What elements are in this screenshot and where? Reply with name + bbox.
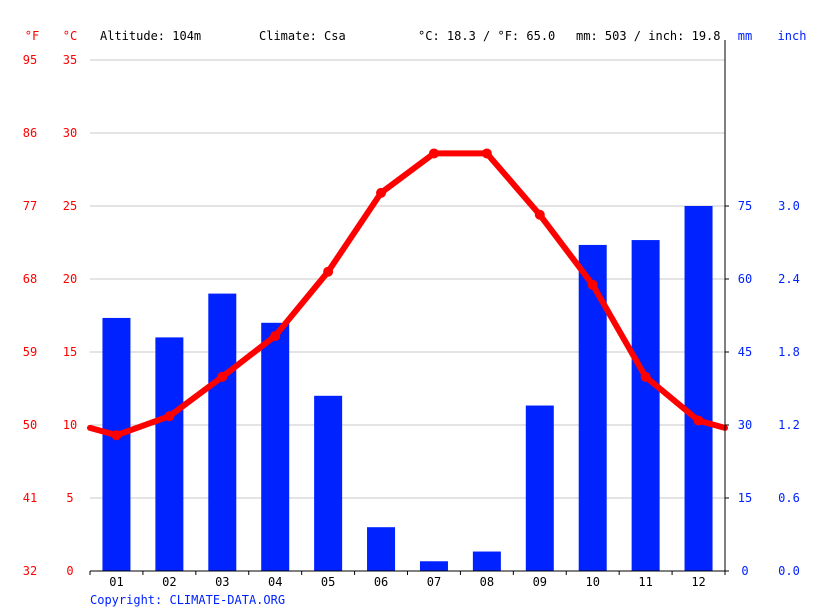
- grid-lines: [90, 59, 725, 572]
- unit-label-inch: inch: [778, 29, 807, 43]
- y-left-tick-label-fahrenheit: 77: [23, 199, 37, 213]
- precipitation-bar: [314, 395, 343, 571]
- y-right-tick-label-mm: 45: [738, 345, 752, 359]
- y-right-tick-label-inch: 0.0: [778, 564, 800, 578]
- x-tick-label: 03: [215, 575, 229, 589]
- precipitation-total-label: mm: 503 / inch: 19.8: [576, 29, 721, 43]
- y-left-tick-label-celsius: 20: [63, 272, 77, 286]
- y-left-tick-label-fahrenheit: 68: [23, 272, 37, 286]
- temperature-point: [323, 266, 334, 277]
- average-temperature-label: °C: 18.3 / °F: 65.0: [418, 29, 555, 43]
- temperature-polyline: [87, 150, 728, 439]
- unit-label-celsius: °C: [63, 29, 77, 43]
- temperature-point: [693, 415, 704, 426]
- y-right-tick-label-mm: 30: [738, 418, 752, 432]
- temperature-point: [111, 430, 122, 441]
- temperature-point: [587, 279, 598, 290]
- x-tick-label: 02: [162, 575, 176, 589]
- y-left-tick-label-celsius: 0: [66, 564, 73, 578]
- x-tick-label: 01: [109, 575, 123, 589]
- x-tick-label: 12: [691, 575, 705, 589]
- y-right-tick-label-mm: 15: [738, 491, 752, 505]
- x-tick-label: 09: [533, 575, 547, 589]
- x-tick-label: 05: [321, 575, 335, 589]
- x-tick-label: 11: [638, 575, 652, 589]
- temperature-point: [217, 371, 228, 382]
- y-left-tick-label-celsius: 15: [63, 345, 77, 359]
- y-right-tick-label-inch: 0.6: [778, 491, 800, 505]
- temperature-point: [428, 148, 439, 159]
- precipitation-bar: [525, 405, 554, 571]
- copyright-label: Copyright: CLIMATE-DATA.ORG: [90, 593, 285, 607]
- tick-labels: 01 02 03 04 05 06 07 08 09 10 11 12 0 32 5 41 10 50 15 59 20…: [23, 53, 800, 589]
- precipitation-bar: [684, 206, 713, 571]
- precipitation-bar: [578, 244, 607, 571]
- x-tick-label: 07: [427, 575, 441, 589]
- climate-label: Climate: Csa: [259, 29, 346, 43]
- temperature-point: [164, 411, 175, 422]
- y-left-tick-label-celsius: 35: [63, 53, 77, 67]
- precipitation-bar: [102, 317, 131, 571]
- y-right-tick-label-mm: 0: [741, 564, 748, 578]
- precipitation-bar: [419, 561, 448, 571]
- y-left-tick-label-fahrenheit: 86: [23, 126, 37, 140]
- unit-label-fahrenheit: °F: [25, 29, 39, 43]
- precipitation-bars: [102, 206, 713, 572]
- y-right-tick-label-inch: 1.8: [778, 345, 800, 359]
- unit-label-mm: mm: [738, 29, 752, 43]
- y-right-tick-label-inch: 1.2: [778, 418, 800, 432]
- x-tick-label: 08: [480, 575, 494, 589]
- y-left-tick-label-fahrenheit: 41: [23, 491, 37, 505]
- temperature-point: [376, 187, 387, 198]
- y-right-tick-label-mm: 75: [738, 199, 752, 213]
- precipitation-bar: [367, 527, 396, 571]
- temperature-point: [270, 330, 281, 341]
- temperature-point: [534, 209, 545, 220]
- temperature-line: [87, 148, 728, 441]
- axes: [89, 40, 729, 575]
- precipitation-bar: [208, 293, 237, 571]
- y-left-tick-label-celsius: 10: [63, 418, 77, 432]
- y-left-tick-label-fahrenheit: 95: [23, 53, 37, 67]
- y-right-tick-label-inch: 3.0: [778, 199, 800, 213]
- temperature-point: [640, 371, 651, 382]
- altitude-label: Altitude: 104m: [100, 29, 201, 43]
- precipitation-bar: [261, 322, 290, 571]
- x-tick-label: 10: [585, 575, 599, 589]
- precipitation-bar: [631, 240, 660, 572]
- y-right-tick-label-mm: 60: [738, 272, 752, 286]
- y-left-tick-label-celsius: 5: [66, 491, 73, 505]
- y-right-tick-label-inch: 2.4: [778, 272, 800, 286]
- precipitation-bar: [472, 551, 501, 571]
- temperature-point: [481, 148, 492, 159]
- precipitation-bar: [155, 337, 184, 571]
- x-tick-label: 04: [268, 575, 282, 589]
- y-left-tick-label-celsius: 25: [63, 199, 77, 213]
- x-tick-label: 06: [374, 575, 388, 589]
- y-left-tick-label-fahrenheit: 32: [23, 564, 37, 578]
- y-left-tick-label-celsius: 30: [63, 126, 77, 140]
- y-left-tick-label-fahrenheit: 50: [23, 418, 37, 432]
- y-left-tick-label-fahrenheit: 59: [23, 345, 37, 359]
